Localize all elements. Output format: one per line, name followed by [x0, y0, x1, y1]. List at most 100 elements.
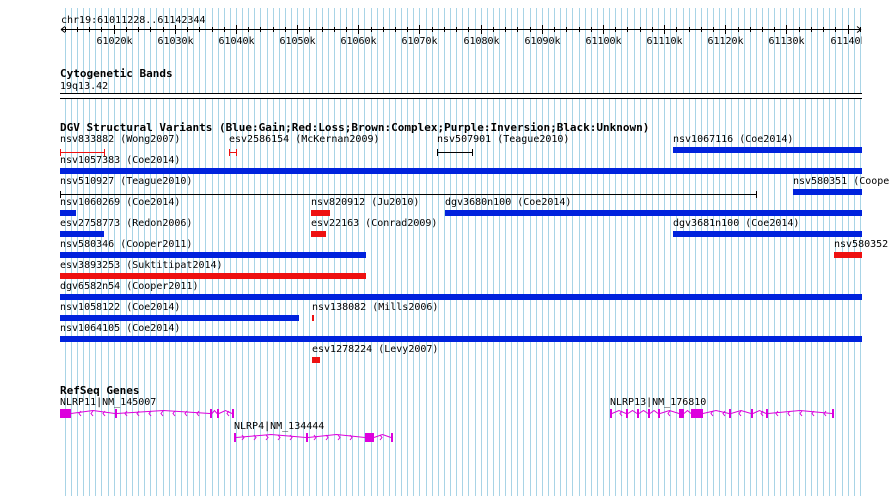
dgv-feature-glyph[interactable] [60, 336, 862, 342]
dgv-feature-glyph[interactable] [60, 231, 104, 237]
dgv-feature-glyph[interactable] [437, 148, 473, 156]
dgv-feature-label[interactable]: nsv1058122 (Coe2014) [60, 302, 181, 313]
dgv-feature-label[interactable]: nsv833882 (Wong2007) [60, 134, 181, 145]
dgv-feature-glyph[interactable] [673, 147, 862, 153]
refseq-track-title: RefSeq Genes [60, 384, 140, 397]
strand-arrow [124, 410, 128, 417]
dgv-feature-label[interactable]: nsv580351 (Cooper2011) [793, 176, 890, 187]
dgv-feature-label[interactable]: esv2758773 (Redon2006) [60, 218, 193, 229]
gene-exon [115, 409, 117, 418]
gene-intron [659, 409, 680, 414]
dgv-feature-label[interactable]: nsv1057383 (Coe2014) [60, 155, 181, 166]
strand-arrow [337, 434, 341, 441]
dgv-track-title: DGV Structural Variants (Blue:Gain;Red:L… [60, 121, 650, 134]
dgv-feature-label[interactable]: dgv6582n54 (Cooper2011) [60, 281, 199, 292]
strand-arrow [90, 410, 94, 417]
dgv-feature-glyph[interactable] [834, 252, 862, 258]
ruler-tick-label: 61080k [463, 36, 499, 47]
dgv-feature-label[interactable]: nsv510927 (Teague2010) [60, 176, 193, 187]
gene-intron [211, 409, 218, 414]
gene-intron [683, 409, 692, 414]
dgv-feature-label[interactable]: nsv580346 (Cooper2011) [60, 239, 193, 250]
cytoband-band[interactable] [60, 93, 862, 99]
dgv-feature-label[interactable]: nsv507901 (Teague2010) [437, 134, 570, 145]
dgv-feature-glyph[interactable] [60, 273, 366, 279]
gene-exon [637, 409, 639, 418]
strand-arrow [379, 434, 383, 441]
dgv-feature-label[interactable]: nsv1067116 (Coe2014) [673, 134, 794, 145]
ruler-tick-label: 61120k [707, 36, 743, 47]
dgv-feature-glyph[interactable] [312, 357, 320, 363]
ruler-tick-label: 61040k [218, 36, 254, 47]
dgv-feature-glyph[interactable] [445, 210, 862, 216]
dgv-feature-glyph[interactable] [60, 148, 105, 156]
gene-exon [658, 409, 660, 418]
dgv-feature-label[interactable]: nsv138082 (Mills2006) [312, 302, 439, 313]
gene-exon [365, 433, 374, 442]
gene-intron [702, 409, 730, 414]
gene-model[interactable] [610, 408, 835, 420]
dgv-feature-glyph[interactable] [311, 210, 330, 216]
gene-exon [729, 409, 731, 418]
strand-arrow [184, 410, 188, 417]
gene-intron [627, 409, 638, 414]
gene-intron [235, 433, 307, 438]
dgv-feature-label[interactable]: esv22163 (Conrad2009) [311, 218, 438, 229]
dgv-feature-label[interactable]: dgv3681n100 (Coe2014) [673, 218, 800, 229]
dgv-feature-glyph[interactable] [311, 231, 326, 237]
gene-model[interactable] [234, 432, 530, 444]
ruler-tick-label: 61090k [524, 36, 560, 47]
strand-arrow [325, 434, 329, 441]
dgv-feature-label[interactable]: nsv580352 [834, 239, 889, 250]
strand-arrow [313, 434, 317, 441]
strand-arrow [349, 434, 353, 441]
strand-arrow [738, 410, 742, 417]
strand-arrow [811, 410, 815, 417]
dgv-feature-label[interactable]: dgv3680n100 (Coe2014) [445, 197, 572, 208]
dgv-feature-label[interactable]: esv2586154 (McKernan2009) [229, 134, 380, 145]
strand-arrow [226, 410, 230, 417]
gene-intron [611, 409, 627, 414]
strand-arrow [265, 434, 269, 441]
dgv-feature-label[interactable]: nsv1064105 (Coe2014) [60, 323, 181, 334]
gene-model[interactable] [60, 408, 235, 420]
dgv-feature-glyph[interactable] [60, 252, 366, 258]
strand-arrow [196, 410, 200, 417]
gene-intron [638, 409, 649, 414]
strand-arrow [78, 410, 82, 417]
gene-label[interactable]: NLRP4|NM_134444 [234, 421, 325, 432]
dgv-feature-glyph[interactable] [60, 190, 757, 198]
ruler-tick-label: 61130k [768, 36, 804, 47]
strand-arrow [787, 410, 791, 417]
ruler[interactable]: 61020k 61030k 61040k 61050k 61060k 61070k 6108… [60, 25, 862, 47]
cytoband-label[interactable]: 19q13.42 [60, 81, 109, 92]
cytoband-track-title: Cytogenetic Bands [60, 67, 173, 80]
strand-arrow [760, 410, 764, 417]
gene-intron [730, 409, 752, 414]
dgv-feature-glyph[interactable] [60, 315, 299, 321]
strand-arrow [722, 410, 726, 417]
gene-exon [691, 409, 703, 418]
dgv-feature-glyph[interactable] [60, 168, 862, 174]
dgv-feature-label[interactable]: esv1278224 (Levy2007) [312, 344, 439, 355]
dgv-feature-label[interactable]: nsv1060269 (Coe2014) [60, 197, 181, 208]
strand-arrow [775, 410, 779, 417]
gene-label[interactable]: NLRP11|NM_145007 [60, 397, 157, 408]
ruler-tick-label: 61020k [96, 36, 132, 47]
dgv-feature-glyph[interactable] [793, 189, 862, 195]
dgv-feature-glyph[interactable] [673, 231, 862, 237]
dgv-feature-label[interactable]: nsv820912 (Ju2010) [311, 197, 420, 208]
dgv-feature-label[interactable]: esv3893253 (Suktitipat2014) [60, 260, 223, 271]
strand-arrow [667, 410, 671, 417]
dgv-feature-glyph[interactable] [312, 315, 314, 321]
gene-exon [679, 409, 684, 418]
gene-intron [373, 433, 392, 438]
gene-intron [767, 409, 833, 414]
gene-label[interactable]: NLRP13|NM_176810 [610, 397, 707, 408]
dgv-feature-glyph[interactable] [60, 294, 862, 300]
dgv-feature-glyph[interactable] [229, 148, 237, 156]
ruler-svg: 61020k 61030k 61040k 61050k 61060k 61070k 6108… [60, 25, 862, 47]
ruler-tick-label: 61030k [157, 36, 193, 47]
gene-intron [116, 409, 211, 414]
dgv-feature-glyph[interactable] [60, 210, 76, 216]
